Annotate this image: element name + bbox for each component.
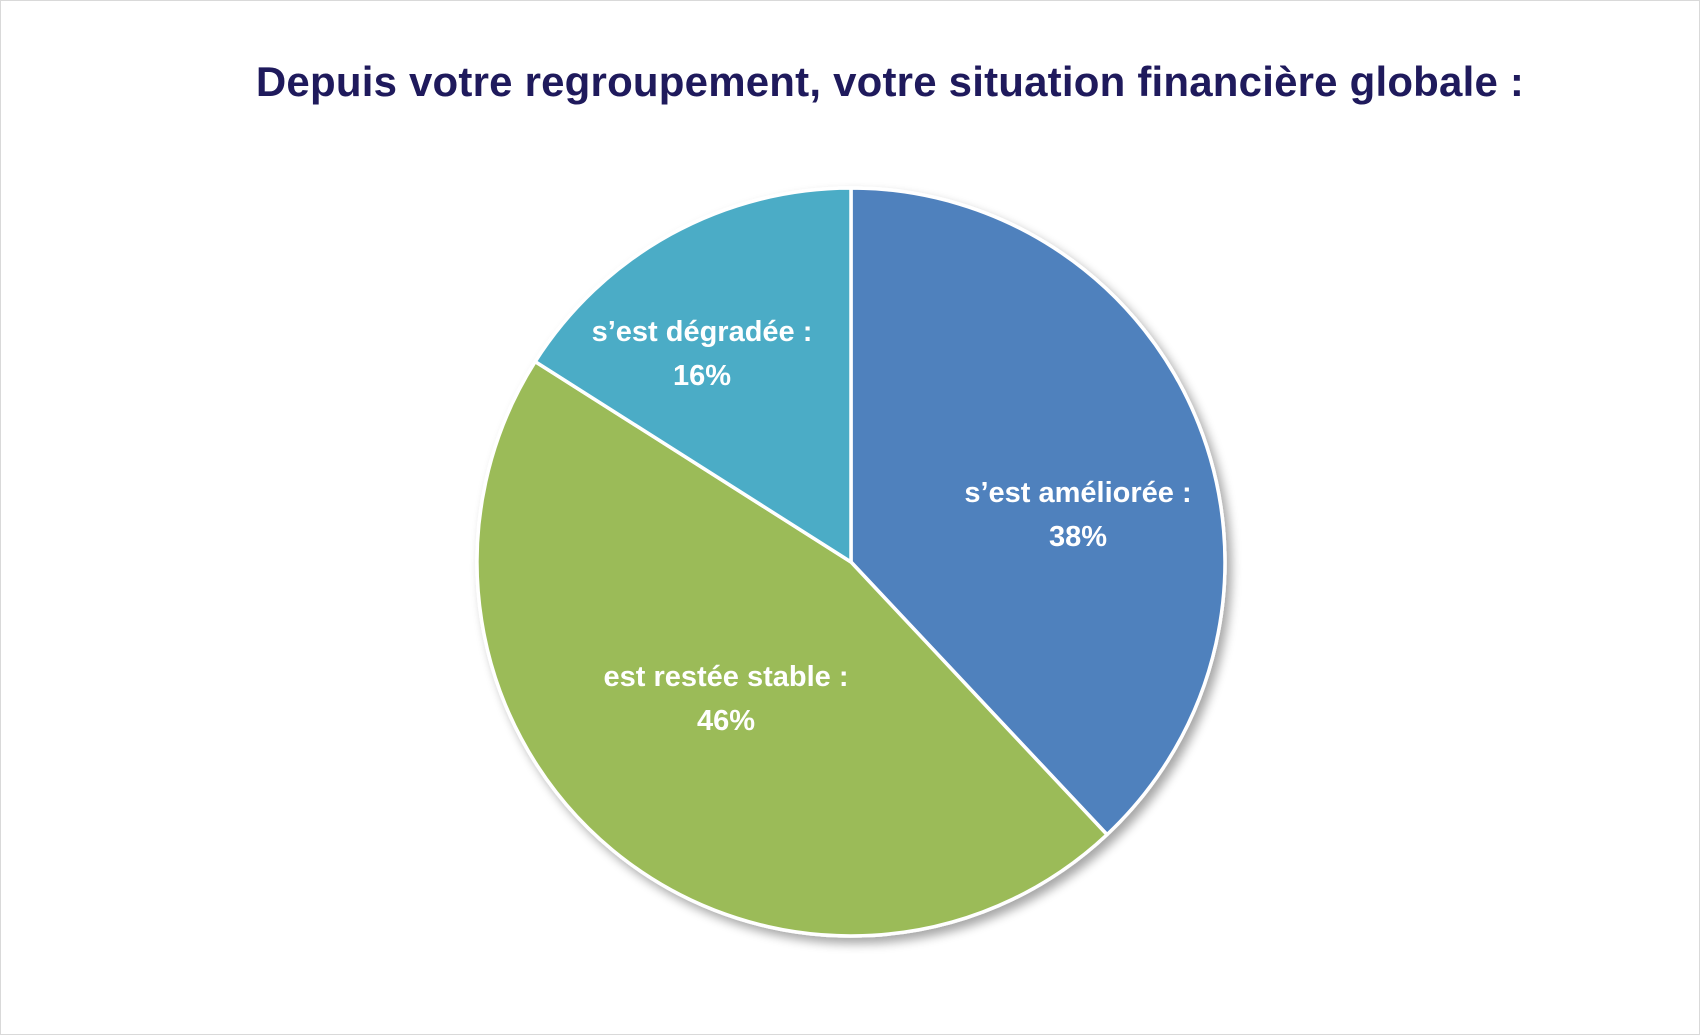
slice-value-label: 46% xyxy=(697,705,755,737)
slice-category-label: s’est améliorée : xyxy=(964,477,1191,509)
slice-value-label: 38% xyxy=(1049,521,1107,553)
pie-slice xyxy=(849,186,1227,837)
slice-value-label: 16% xyxy=(673,360,731,392)
slice-category-label: s’est dégradée : xyxy=(592,316,813,348)
chart-title: Depuis votre regroupement, votre situati… xyxy=(255,58,1525,105)
pie-labels: s’est améliorée : 38% est restée stable : 4… xyxy=(592,316,1192,737)
pie-slices xyxy=(475,186,1227,938)
slice-category-label: est restée stable : xyxy=(603,661,848,693)
pie-slice xyxy=(533,186,853,564)
pie-slice xyxy=(475,359,1109,938)
